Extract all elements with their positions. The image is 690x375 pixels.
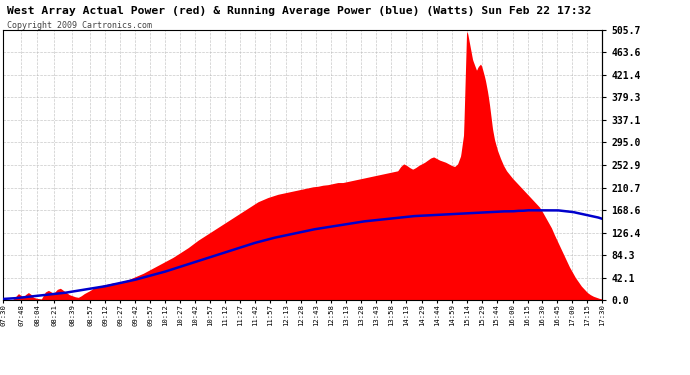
Text: Copyright 2009 Cartronics.com: Copyright 2009 Cartronics.com (7, 21, 152, 30)
Text: West Array Actual Power (red) & Running Average Power (blue) (Watts) Sun Feb 22 : West Array Actual Power (red) & Running … (7, 6, 591, 16)
